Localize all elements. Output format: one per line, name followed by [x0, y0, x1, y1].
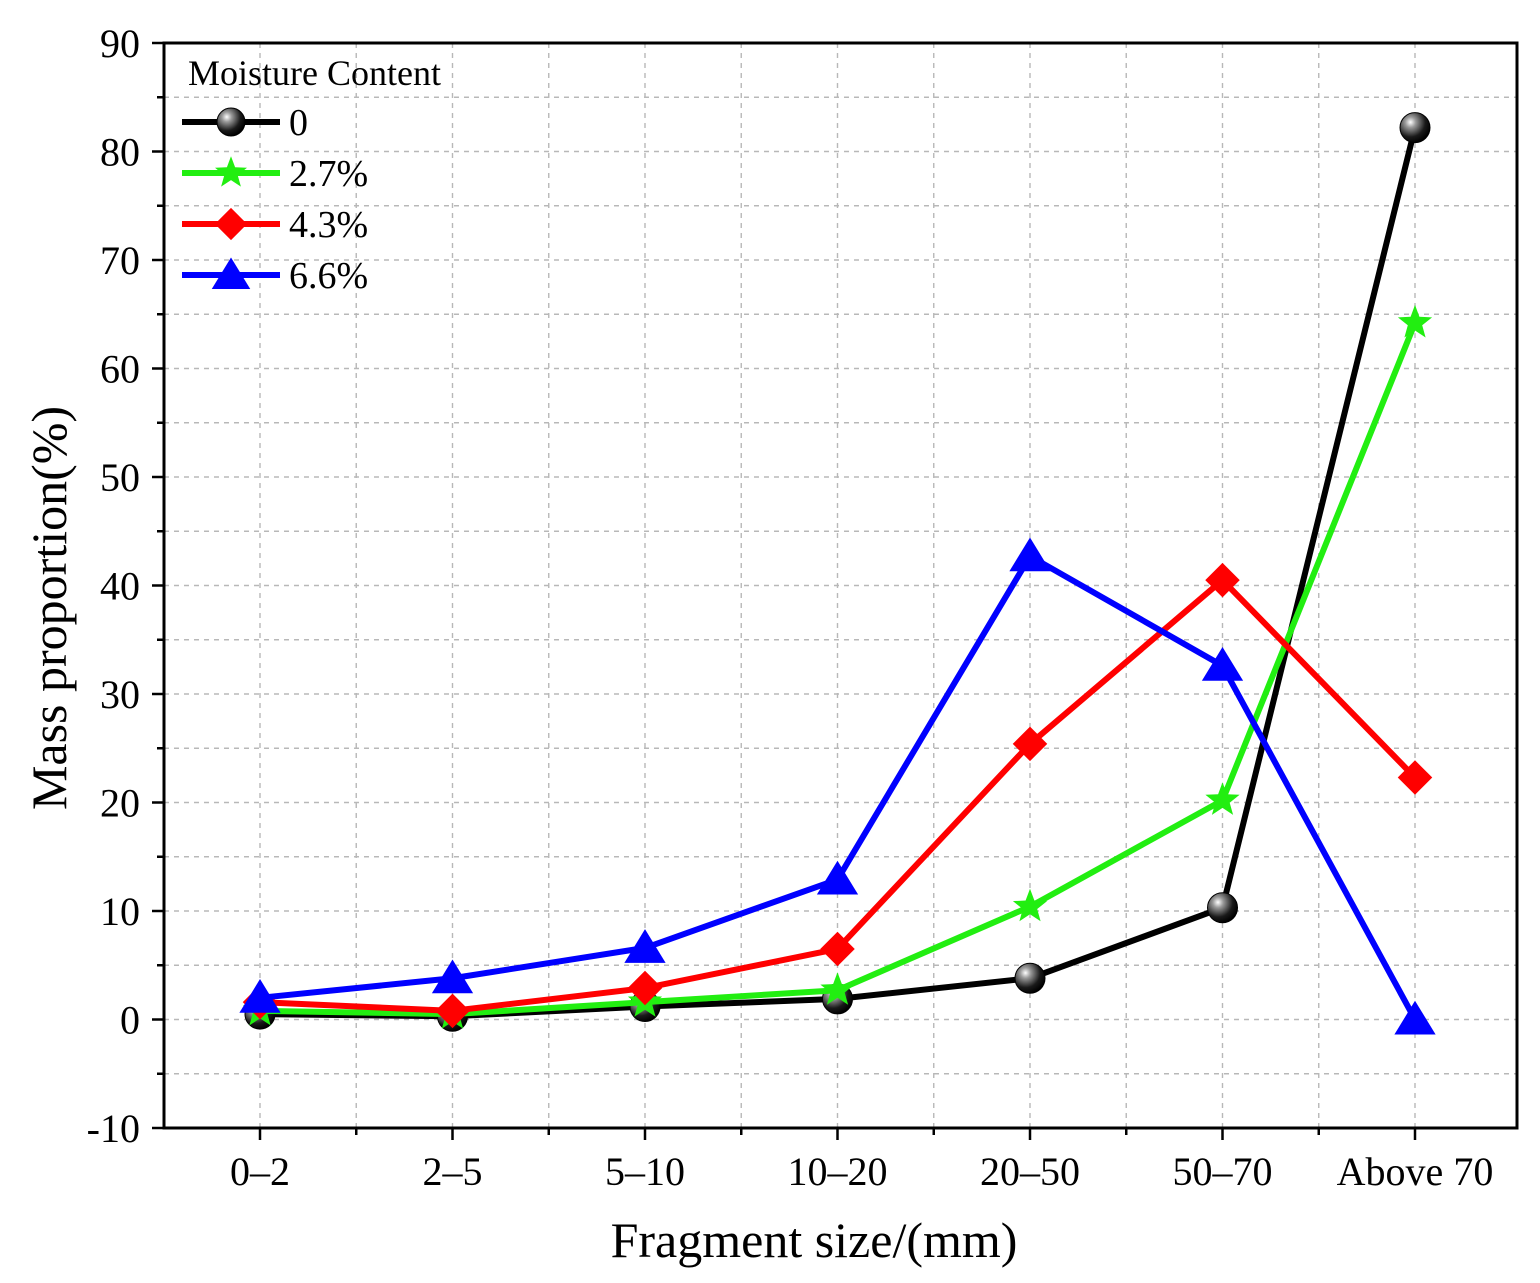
data-point — [1012, 888, 1048, 922]
legend-marker — [215, 156, 247, 187]
data-point — [1205, 782, 1240, 815]
x-tick-label: 50–70 — [1173, 1149, 1273, 1194]
legend: Moisture Content 0 2.7% 4.3% 6.6% — [182, 53, 441, 297]
legend-label: 2.7% — [289, 153, 368, 195]
data-point — [627, 970, 663, 1006]
y-tick-label: -10 — [87, 1106, 140, 1151]
legend-entry: 2.7% — [182, 153, 368, 195]
data-point — [820, 972, 855, 1005]
y-tick-labels: -10 0 10 20 30 40 50 60 70 80 90 — [87, 21, 140, 1151]
data-series — [239, 112, 1436, 1035]
legend-entries: 0 2.7% 4.3% 6.6% — [182, 102, 368, 297]
data-point — [1201, 647, 1244, 681]
data-point — [820, 931, 855, 967]
legend-entry: 4.3% — [182, 204, 368, 246]
legend-label: 6.6% — [289, 255, 368, 297]
y-tick-label: 90 — [100, 21, 140, 66]
data-point — [431, 959, 474, 994]
plot-frame — [162, 41, 1519, 1130]
legend-marker — [214, 207, 248, 241]
y-tick-label: 80 — [100, 130, 140, 175]
x-tick-labels: 0–2 2–5 5–10 10–20 20–50 50–70 Above 70 — [230, 1149, 1493, 1194]
y-axis-title: Mass proportion(%) — [21, 406, 77, 810]
data-point — [239, 979, 281, 1013]
y-tick-label: 10 — [100, 889, 140, 934]
data-point — [1012, 726, 1048, 762]
legend-marker — [211, 257, 251, 289]
x-tick-label: 2–5 — [423, 1149, 483, 1194]
legend-entry: 0 — [182, 102, 308, 144]
gridlines — [164, 43, 1517, 1128]
y-tick-label: 50 — [100, 455, 140, 500]
data-point — [1394, 1000, 1436, 1035]
data-point — [1205, 562, 1240, 598]
y-tick-label: 20 — [100, 781, 140, 826]
data-point — [1397, 760, 1433, 795]
x-axis-title: Fragment size/(mm) — [611, 1212, 1018, 1268]
x-tick-label: 20–50 — [980, 1149, 1080, 1194]
x-tick-label: 5–10 — [605, 1149, 685, 1194]
x-tick-label: 10–20 — [788, 1149, 888, 1194]
y-tick-label: 70 — [100, 238, 140, 283]
data-point — [1009, 537, 1051, 572]
data-point — [1397, 304, 1433, 338]
legend-label: 0 — [289, 102, 308, 144]
data-point — [1014, 962, 1046, 994]
data-point — [816, 860, 859, 895]
legend-entry: 6.6% — [182, 255, 368, 297]
y-tick-label: 30 — [100, 672, 140, 717]
y-tick-label: 0 — [120, 998, 140, 1043]
x-tick-label: Above 70 — [1337, 1149, 1494, 1194]
data-point — [624, 929, 666, 963]
data-point — [1207, 892, 1238, 924]
legend-title: Moisture Content — [188, 53, 441, 93]
legend-marker — [216, 107, 246, 137]
x-tick-label: 0–2 — [230, 1149, 290, 1194]
y-tick-label: 40 — [100, 564, 140, 609]
y-tick-label: 60 — [100, 347, 140, 392]
data-point — [1399, 112, 1431, 144]
data-point — [435, 993, 470, 1029]
series-4 — [239, 537, 1436, 1035]
legend-label: 4.3% — [289, 204, 368, 246]
